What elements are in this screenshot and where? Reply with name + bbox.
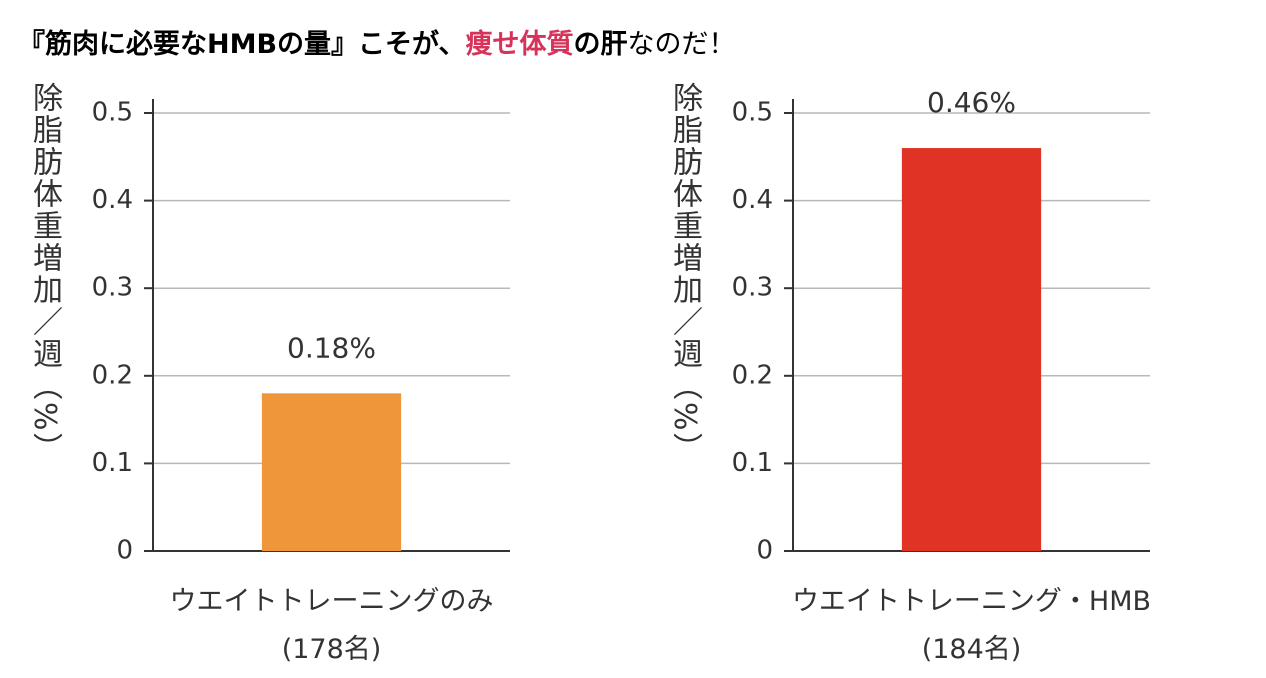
- x-tick-label: ウエイトトレーニングのみ (178名): [169, 586, 494, 665]
- y-tick-label: 0.5: [92, 98, 133, 128]
- y-tick-label: 0.5: [732, 98, 773, 128]
- title-part: 痩せ体質: [465, 29, 574, 60]
- title-part: の肝: [573, 29, 628, 60]
- bar: [901, 148, 1042, 552]
- y-tick-label: 0.2: [732, 360, 773, 390]
- y-tick-label: 0.4: [92, 185, 133, 215]
- y-axis-label: 除脂肪体重増加／週（%）: [667, 82, 702, 465]
- title-part: 『筋肉に必要なHMBの量』こそが、: [18, 29, 466, 60]
- title-part: なのだ！: [627, 29, 736, 60]
- x-tick-label: ウエイトトレーニング・HMB (184名): [791, 586, 1152, 665]
- y-tick-label: 0.3: [732, 273, 773, 303]
- value-label: 0.18%: [287, 331, 376, 364]
- y-axis-label: 除脂肪体重増加／週（%）: [27, 82, 62, 465]
- bar: [261, 393, 402, 551]
- y-tick-label: 0.1: [732, 448, 773, 478]
- y-tick-label: 0.1: [92, 448, 133, 478]
- y-tick-label: 0.4: [732, 185, 773, 215]
- y-tick-label: 0.2: [92, 360, 133, 390]
- value-label: 0.46%: [927, 86, 1016, 119]
- y-tick-label: 0: [116, 536, 133, 566]
- y-tick-label: 0.3: [92, 273, 133, 303]
- y-tick-label: 0: [756, 536, 773, 566]
- title: 『筋肉に必要なHMBの量』こそが、痩せ体質の肝なのだ！: [18, 22, 736, 61]
